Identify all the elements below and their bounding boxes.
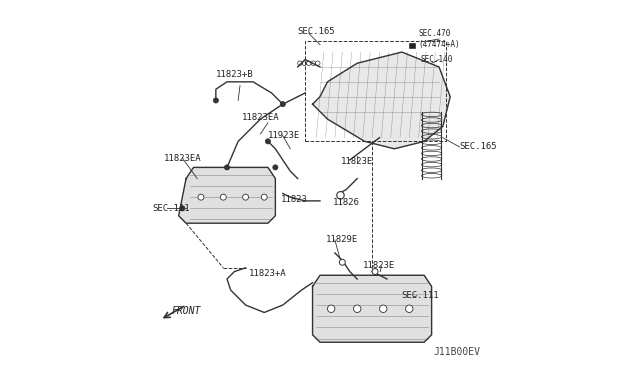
- Circle shape: [213, 98, 218, 103]
- Circle shape: [225, 165, 230, 170]
- Circle shape: [273, 165, 278, 170]
- Circle shape: [280, 102, 285, 107]
- Text: SEC.111: SEC.111: [402, 291, 440, 300]
- Text: J11B00EV: J11B00EV: [433, 347, 480, 357]
- Circle shape: [339, 259, 346, 265]
- Circle shape: [328, 305, 335, 312]
- Circle shape: [337, 192, 344, 199]
- Text: SEC.165: SEC.165: [460, 142, 497, 151]
- Circle shape: [261, 194, 267, 200]
- Text: 11823E: 11823E: [340, 157, 372, 166]
- Text: 11823+B: 11823+B: [216, 70, 253, 79]
- Circle shape: [372, 269, 378, 275]
- Text: 11823EA: 11823EA: [242, 113, 280, 122]
- Text: 11826: 11826: [333, 198, 360, 207]
- Text: SEC.470
(47474+A): SEC.470 (47474+A): [419, 29, 460, 49]
- Text: 11829E: 11829E: [326, 235, 358, 244]
- Text: 11823+A: 11823+A: [250, 269, 287, 278]
- Text: SEC.140: SEC.140: [420, 55, 453, 64]
- Circle shape: [380, 305, 387, 312]
- Text: 11923E: 11923E: [268, 131, 300, 140]
- Bar: [410, 43, 415, 48]
- Text: 11823EA: 11823EA: [164, 154, 202, 163]
- Circle shape: [180, 206, 185, 211]
- Text: FRONT: FRONT: [172, 306, 200, 316]
- Circle shape: [243, 194, 248, 200]
- Polygon shape: [179, 167, 275, 223]
- Polygon shape: [312, 275, 431, 342]
- Circle shape: [220, 194, 227, 200]
- Circle shape: [198, 194, 204, 200]
- Text: SEC.165: SEC.165: [298, 27, 335, 36]
- Bar: [305, 41, 447, 141]
- Polygon shape: [312, 52, 450, 149]
- Text: 11823E: 11823E: [363, 262, 395, 270]
- Text: 11823: 11823: [281, 195, 308, 203]
- Text: SEC.111: SEC.111: [152, 204, 190, 213]
- Circle shape: [406, 305, 413, 312]
- Circle shape: [266, 139, 271, 144]
- Circle shape: [353, 305, 361, 312]
